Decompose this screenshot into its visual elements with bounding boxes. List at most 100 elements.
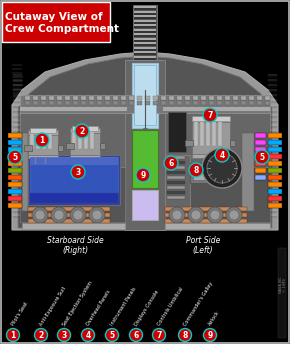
Circle shape [81, 329, 95, 342]
Bar [153, 101, 158, 105]
Bar [8, 203, 22, 208]
Bar [134, 12, 156, 14]
Bar [62, 207, 76, 211]
Text: 1: 1 [10, 331, 16, 340]
Bar [134, 51, 156, 53]
Text: 7: 7 [207, 110, 213, 119]
Bar [200, 118, 204, 146]
Bar [57, 101, 62, 105]
Bar [49, 96, 54, 100]
Bar [132, 190, 158, 220]
Bar [28, 130, 58, 158]
Bar [218, 118, 222, 146]
Bar [167, 161, 185, 164]
Bar [121, 101, 126, 105]
Circle shape [188, 207, 204, 223]
Bar [33, 101, 38, 105]
Bar [134, 20, 156, 22]
Text: 3: 3 [61, 331, 67, 340]
Circle shape [8, 150, 22, 164]
Bar [62, 219, 76, 223]
Bar [62, 213, 76, 217]
Bar [70, 128, 100, 158]
Text: Starboard Side
(Right): Starboard Side (Right) [47, 236, 103, 255]
Bar [137, 101, 142, 105]
Bar [255, 168, 266, 173]
Circle shape [215, 148, 229, 162]
Circle shape [92, 210, 102, 220]
Bar [182, 213, 196, 217]
Bar [8, 161, 22, 166]
Bar [20, 112, 125, 222]
Bar [105, 96, 110, 100]
Text: 5: 5 [109, 331, 115, 340]
Bar [45, 207, 59, 211]
Circle shape [32, 207, 48, 223]
Bar [242, 133, 254, 211]
Bar [268, 161, 282, 166]
Bar [45, 213, 59, 217]
Bar [72, 129, 76, 149]
Bar [8, 196, 22, 201]
Bar [97, 96, 102, 100]
Bar [249, 101, 254, 105]
Bar [230, 140, 235, 146]
Bar [169, 101, 174, 105]
Circle shape [73, 210, 83, 220]
Bar [84, 129, 88, 149]
Bar [278, 248, 286, 338]
Circle shape [136, 168, 150, 182]
Text: Airlock: Airlock [208, 310, 221, 327]
Text: 2: 2 [79, 127, 85, 136]
Text: 8: 8 [193, 165, 199, 174]
Bar [165, 223, 270, 229]
Bar [134, 22, 156, 23]
Text: 5: 5 [12, 152, 18, 161]
Bar [132, 63, 158, 128]
Circle shape [179, 329, 191, 342]
Bar [65, 101, 70, 105]
Bar [167, 181, 185, 184]
Text: Displays Console: Displays Console [134, 289, 160, 327]
Bar [97, 101, 102, 105]
Bar [265, 96, 270, 100]
Text: Overhead Panels: Overhead Panels [86, 290, 112, 327]
Bar [233, 101, 238, 105]
Bar [217, 101, 222, 105]
Bar [268, 168, 282, 173]
Bar [33, 96, 38, 100]
Bar [30, 193, 118, 203]
Text: Controls Umbilical: Controls Umbilical [157, 287, 184, 327]
Bar [89, 101, 94, 105]
Bar [255, 161, 266, 166]
Bar [134, 44, 156, 46]
Bar [216, 213, 230, 217]
Bar [8, 182, 22, 187]
Bar [134, 46, 156, 49]
Bar [193, 166, 207, 180]
Bar [268, 175, 282, 180]
Bar [199, 213, 213, 217]
Bar [28, 207, 42, 211]
Bar [137, 96, 142, 100]
Text: 5: 5 [260, 152, 264, 161]
Bar [8, 168, 22, 173]
Bar [209, 96, 214, 100]
Bar [89, 96, 94, 100]
Circle shape [207, 153, 237, 183]
Text: Commander's Galley: Commander's Galley [183, 281, 214, 327]
Circle shape [255, 150, 269, 164]
Bar [194, 118, 198, 146]
Polygon shape [12, 52, 278, 230]
Circle shape [153, 329, 166, 342]
Bar [134, 40, 156, 42]
Bar [8, 140, 22, 145]
Bar [105, 101, 110, 105]
Polygon shape [18, 56, 272, 228]
Bar [169, 96, 174, 100]
Circle shape [89, 207, 105, 223]
Bar [241, 101, 246, 105]
Bar [72, 126, 98, 131]
Bar [96, 213, 110, 217]
Circle shape [106, 329, 119, 342]
